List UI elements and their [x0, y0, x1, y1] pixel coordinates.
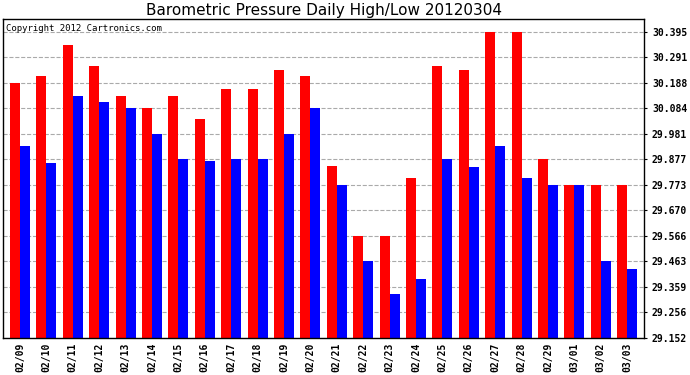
Bar — [63, 45, 72, 338]
Bar — [601, 261, 611, 338]
Bar — [363, 261, 373, 338]
Bar — [353, 236, 363, 338]
Bar — [221, 89, 231, 338]
Bar — [178, 159, 188, 338]
Bar — [168, 96, 178, 338]
Bar — [195, 119, 205, 338]
Bar — [406, 178, 416, 338]
Bar — [248, 89, 257, 338]
Bar — [390, 294, 400, 338]
Bar — [99, 102, 109, 338]
Bar — [617, 185, 627, 338]
Bar — [574, 185, 584, 338]
Bar — [115, 96, 126, 338]
Bar — [337, 185, 347, 338]
Bar — [564, 185, 574, 338]
Bar — [459, 70, 469, 338]
Bar — [152, 134, 162, 338]
Bar — [284, 134, 294, 338]
Bar — [257, 159, 268, 338]
Bar — [442, 159, 453, 338]
Bar — [495, 146, 505, 338]
Bar — [126, 108, 135, 338]
Bar — [485, 32, 495, 338]
Bar — [327, 166, 337, 338]
Bar — [10, 83, 20, 338]
Bar — [416, 279, 426, 338]
Bar — [522, 178, 531, 338]
Title: Barometric Pressure Daily High/Low 20120304: Barometric Pressure Daily High/Low 20120… — [146, 3, 502, 18]
Bar — [37, 76, 46, 338]
Bar — [511, 32, 522, 338]
Bar — [72, 96, 83, 338]
Bar — [20, 146, 30, 338]
Bar — [380, 236, 390, 338]
Bar — [548, 185, 558, 338]
Bar — [627, 270, 637, 338]
Bar — [205, 161, 215, 338]
Bar — [591, 185, 601, 338]
Bar — [231, 159, 241, 338]
Bar — [469, 167, 479, 338]
Bar — [538, 159, 548, 338]
Bar — [89, 66, 99, 338]
Bar — [142, 108, 152, 338]
Bar — [433, 66, 442, 338]
Text: Copyright 2012 Cartronics.com: Copyright 2012 Cartronics.com — [6, 24, 162, 33]
Bar — [300, 76, 310, 338]
Bar — [46, 163, 57, 338]
Bar — [310, 108, 320, 338]
Bar — [274, 70, 284, 338]
